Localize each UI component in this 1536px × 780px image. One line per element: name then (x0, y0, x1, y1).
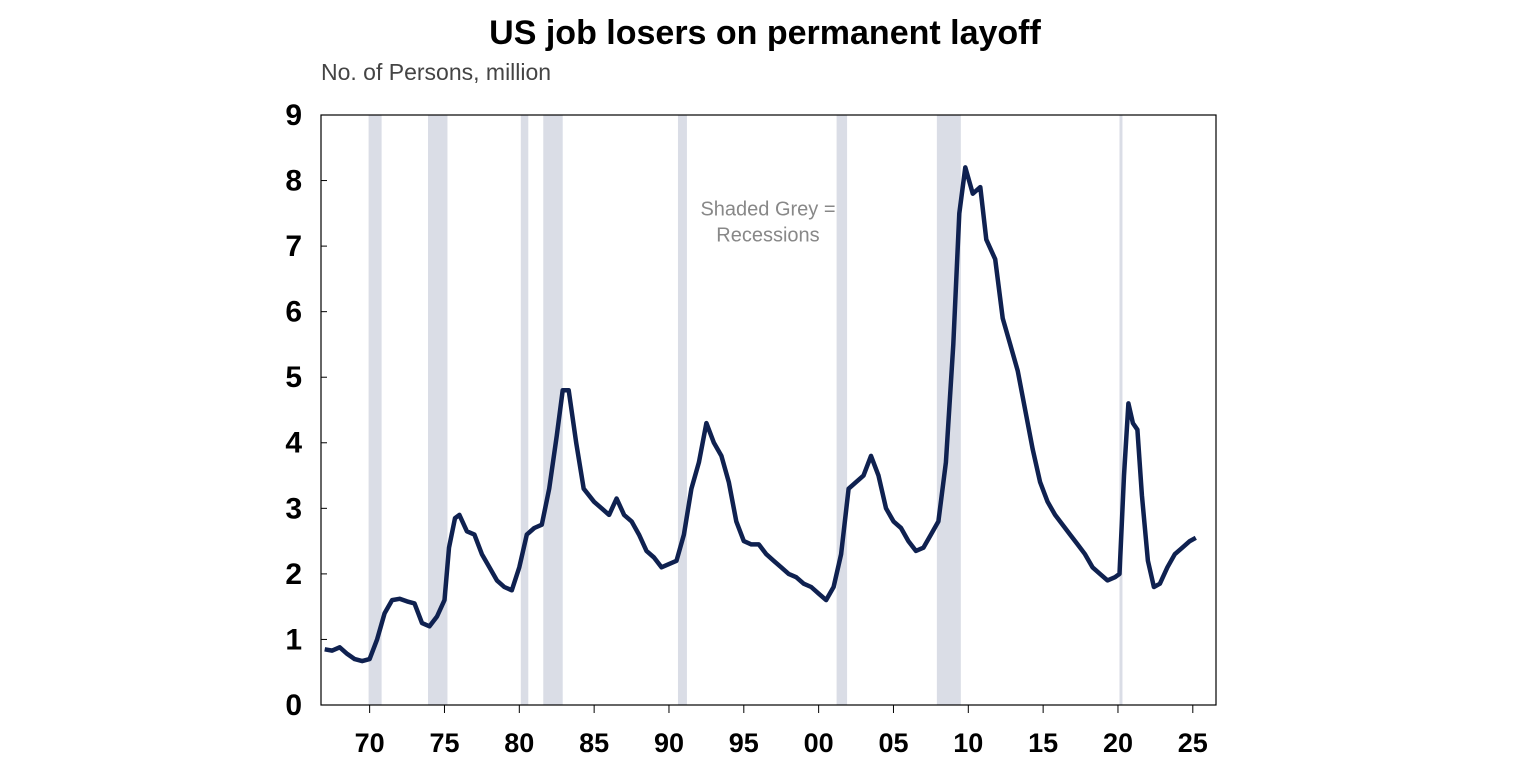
subtitle: No. of Persons, million (321, 59, 551, 85)
y-tick-label: 7 (285, 230, 302, 263)
y-tick-label: 9 (285, 99, 302, 132)
x-tick-label: 15 (1028, 728, 1058, 758)
recession-band (677, 115, 687, 705)
chart-title: US job losers on permanent layoff (489, 14, 1041, 52)
y-tick-label: 6 (285, 296, 302, 329)
recession-band (520, 115, 529, 705)
annotation: Shaded Grey = (700, 198, 835, 220)
x-tick-label: 95 (729, 728, 759, 758)
recession-band (428, 115, 448, 705)
recession-band (836, 115, 848, 705)
recession-band (368, 115, 382, 705)
x-tick-label: 00 (804, 728, 834, 758)
plot-frame (320, 114, 1217, 706)
y-tick-label: 5 (285, 361, 302, 394)
y-tick-label: 1 (285, 623, 302, 656)
y-tick-label: 0 (285, 689, 302, 722)
x-tick-label: 70 (355, 728, 385, 758)
recession-band (1119, 115, 1123, 705)
data-line (324, 165, 1197, 664)
x-tick-label: 80 (504, 728, 534, 758)
y-tick-label: 3 (285, 492, 302, 525)
x-tick-label: 90 (654, 728, 684, 758)
annotation: Recessions (716, 224, 819, 246)
recession-band (543, 115, 563, 705)
x-tick-label: 20 (1103, 728, 1133, 758)
x-tick-label: 25 (1178, 728, 1208, 758)
x-tick-label: 75 (429, 728, 459, 758)
y-tick-label: 8 (285, 164, 302, 197)
x-tick-label: 10 (953, 728, 983, 758)
x-tick-label: 85 (579, 728, 609, 758)
y-tick-label: 2 (285, 558, 302, 591)
x-tick-label: 05 (878, 728, 908, 758)
y-tick-label: 4 (285, 427, 302, 460)
